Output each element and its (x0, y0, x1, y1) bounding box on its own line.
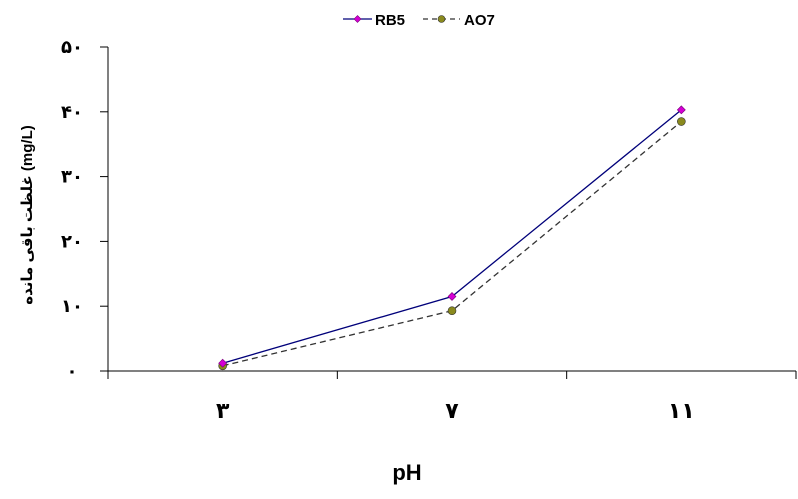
y-tick-label: ٢٠ (61, 231, 83, 252)
data-point-rb5 (218, 358, 228, 368)
y-tick-label: ۵٠ (61, 37, 83, 58)
y-tick-label: ٣٠ (61, 167, 83, 188)
y-axis-title: غلظت باقی مانده (mg/L) (19, 125, 36, 305)
x-tick-label: ٧ (445, 399, 459, 424)
legend-marker-ao7 (437, 15, 446, 23)
legend-label-ao7: AO7 (464, 12, 495, 29)
x-tick-label: ٣ (216, 399, 230, 424)
data-point-ao7 (677, 117, 686, 126)
legend: RB5 AO7 (343, 12, 495, 29)
series-line-rb5 (222, 109, 682, 364)
x-tick-label: ١١ (668, 399, 695, 424)
y-tick-label: ١٠ (61, 296, 83, 317)
y-tick-label: ۴٠ (61, 102, 83, 123)
axes (107, 47, 796, 372)
series-layer (218, 105, 686, 371)
legend-marker-rb5 (353, 15, 362, 23)
y-ticks: ٠ ١٠ ٢٠ ٣٠ ۴٠ ۵٠ (61, 37, 108, 382)
legend-label-rb5: RB5 (375, 12, 405, 29)
data-point-ao7 (447, 306, 457, 316)
data-point-rb5 (447, 292, 457, 301)
data-point-rb5 (676, 105, 686, 115)
x-axis-title: pH (392, 460, 421, 485)
series-line-ao7 (222, 121, 682, 367)
x-ticks: ٣ ٧ ١١ (107, 371, 797, 424)
y-tick-label: ٠ (67, 361, 78, 382)
